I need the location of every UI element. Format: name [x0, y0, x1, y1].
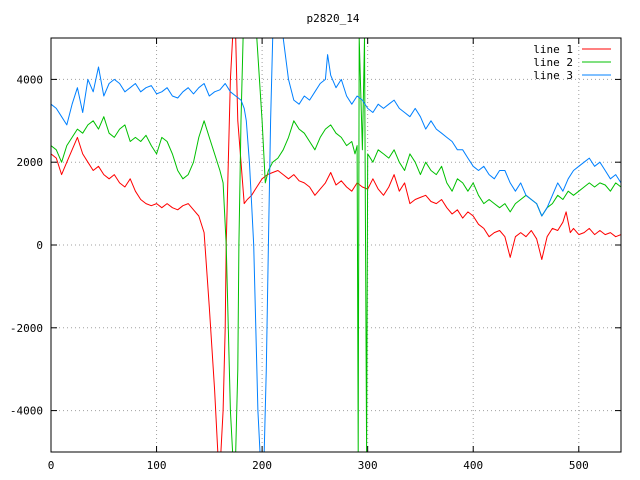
legend-label: line 2 [533, 56, 573, 69]
x-tick-label: 100 [147, 459, 167, 472]
x-tick-label: 400 [463, 459, 483, 472]
plot-series [51, 38, 621, 452]
chart-title: p2820_14 [307, 12, 360, 25]
series-line-2 [51, 38, 621, 452]
y-tick-label: 4000 [17, 73, 44, 86]
grid-lines [51, 38, 621, 452]
series-line-3 [51, 38, 621, 452]
x-tick-label: 300 [358, 459, 378, 472]
legend-label: line 3 [533, 69, 573, 82]
x-tick-label: 500 [569, 459, 589, 472]
legend-label: line 1 [533, 43, 573, 56]
x-tick-label: 0 [48, 459, 55, 472]
y-tick-label: -2000 [10, 322, 43, 335]
y-tick-label: 0 [36, 239, 43, 252]
y-tick-label: -4000 [10, 405, 43, 418]
axis-ticks: 0 100 200 300 400 500 -4000 -2000 0 2000 4000 [10, 38, 621, 472]
x-tick-label: 200 [252, 459, 272, 472]
y-tick-label: 2000 [17, 156, 44, 169]
series-line-1 [51, 38, 621, 452]
